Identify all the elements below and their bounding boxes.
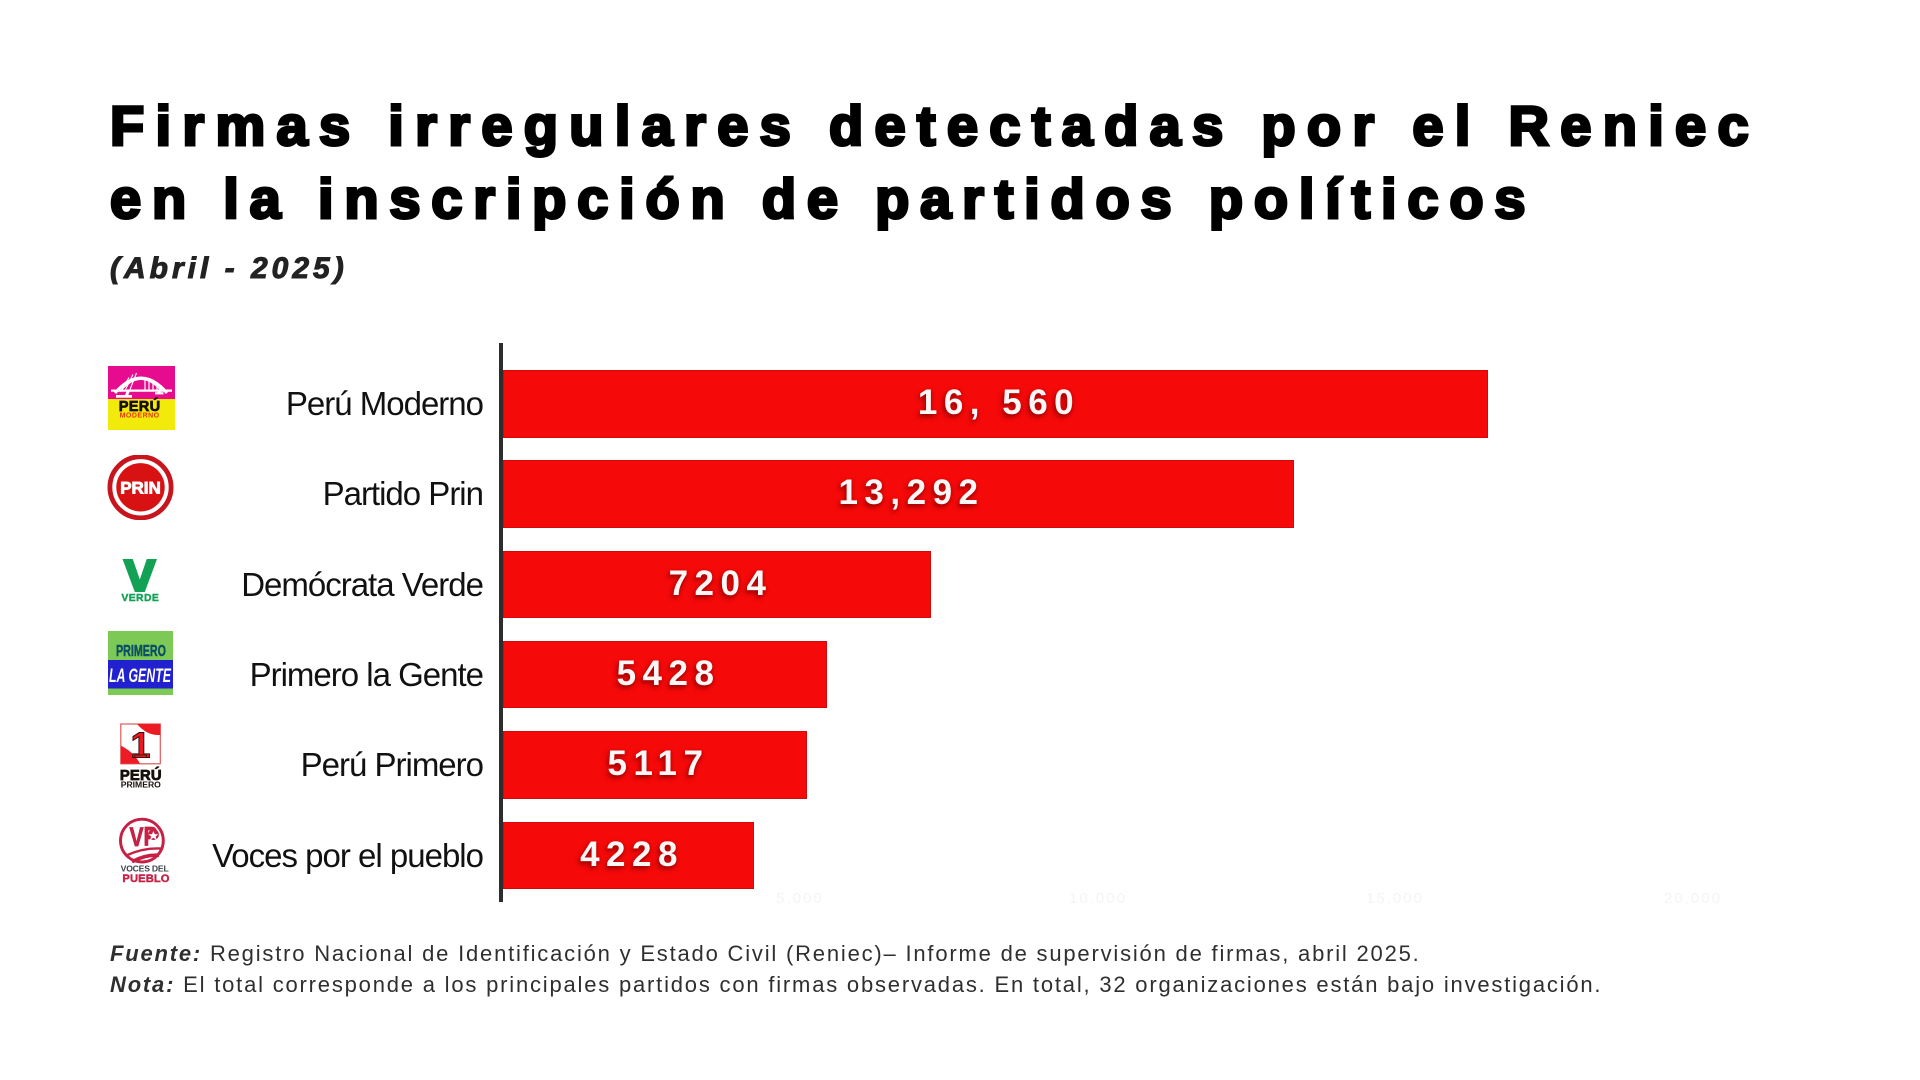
svg-text:PERÚ: PERÚ xyxy=(119,397,161,415)
svg-text:1: 1 xyxy=(130,724,150,765)
svg-text:PUEBLO: PUEBLO xyxy=(122,873,169,885)
svg-text:LA GENTE: LA GENTE xyxy=(109,666,172,687)
svg-text:PERÚ: PERÚ xyxy=(120,766,162,784)
svg-text:VERDE: VERDE xyxy=(121,593,159,604)
svg-text:MODERNO: MODERNO xyxy=(120,413,160,420)
svg-text:V: V xyxy=(130,822,144,852)
svg-text:PRIMERO: PRIMERO xyxy=(121,780,161,790)
svg-text:PRIMERO: PRIMERO xyxy=(116,643,166,660)
svg-text:PRIN: PRIN xyxy=(120,479,161,498)
svg-text:VOCES DEL: VOCES DEL xyxy=(121,864,169,874)
